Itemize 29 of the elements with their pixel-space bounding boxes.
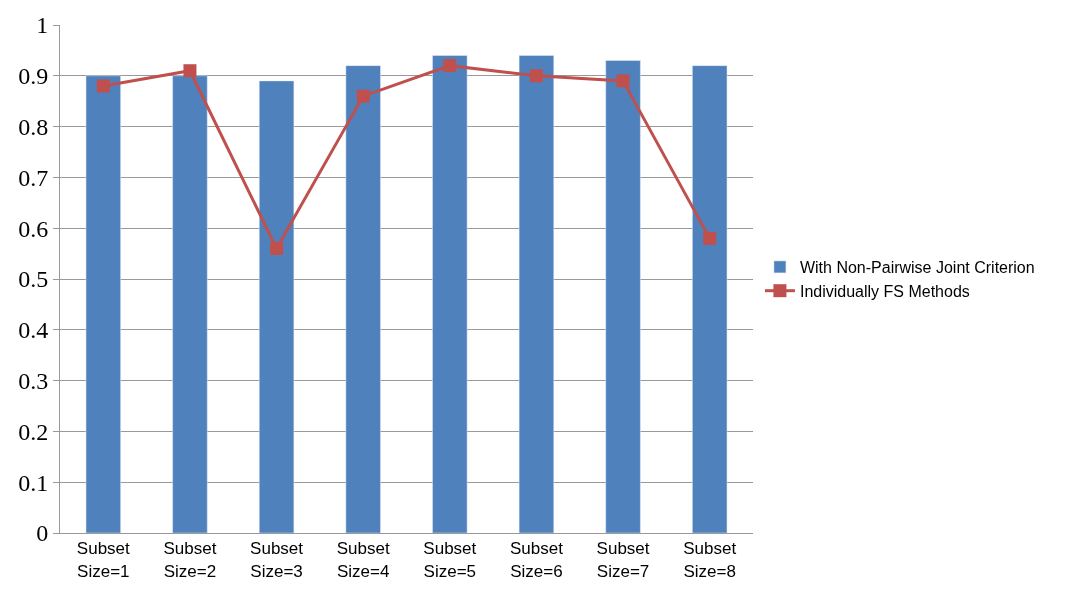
y-tick-label: 1 — [36, 12, 49, 39]
y-tick-label: 0.1 — [18, 469, 49, 496]
y-tick-label: 0.4 — [18, 317, 49, 344]
y-tick-label: 0.6 — [18, 215, 49, 242]
point — [183, 64, 197, 78]
y-tick-label: 0.8 — [18, 114, 49, 140]
y-tick-label: 0.5 — [18, 266, 49, 293]
point — [356, 89, 370, 103]
point — [96, 79, 110, 93]
y-tick-label: 0.2 — [18, 418, 49, 445]
point — [703, 231, 717, 245]
point — [616, 74, 630, 88]
legend-label: Individually FS Methods — [799, 282, 970, 300]
point — [529, 69, 543, 83]
y-tick-label: 0 — [36, 520, 49, 547]
x-tick-label: Subset Size=5 — [423, 539, 477, 581]
point — [443, 59, 457, 73]
x-tick-label: Subset Size=4 — [336, 539, 390, 581]
x-tick-label: Subset Size=2 — [163, 539, 217, 581]
x-tick-label: Subset Size=8 — [683, 539, 737, 581]
x-tick-label: Subset Size=3 — [250, 539, 304, 581]
y-tick-label: 0.7 — [18, 164, 49, 191]
legend-label: With Non-Pairwise Joint Criterion — [799, 259, 1035, 277]
y-tick-label: 0.3 — [18, 368, 49, 394]
x-tick-label: Subset Size=7 — [596, 539, 650, 581]
x-tick-label: Subset Size=1 — [76, 539, 131, 581]
point — [270, 242, 284, 256]
x-tick-label: Subset Size=6 — [509, 539, 564, 581]
y-tick-label: 0.9 — [18, 63, 49, 90]
